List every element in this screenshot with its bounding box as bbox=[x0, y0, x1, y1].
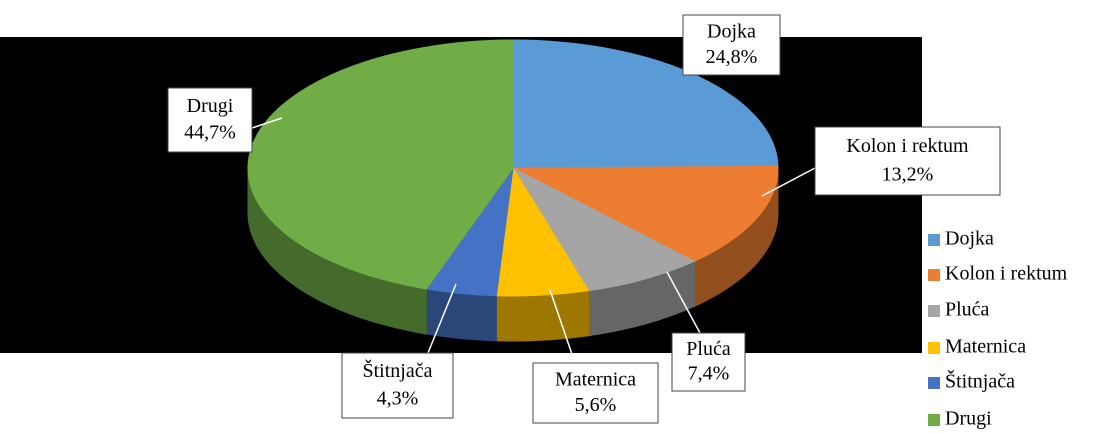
slice-label: Pluća bbox=[686, 338, 731, 360]
label-box bbox=[671, 332, 746, 392]
label-box bbox=[682, 14, 781, 76]
slice-label: Štitnjača bbox=[363, 358, 433, 382]
slice bbox=[511, 166, 696, 292]
legend-label: Dojka bbox=[945, 228, 994, 250]
label-box bbox=[341, 352, 454, 419]
legend-label: Pluća bbox=[945, 299, 990, 321]
slice-label: Kolon i rektum bbox=[846, 135, 969, 157]
leader-line bbox=[427, 283, 457, 354]
slice bbox=[512, 39, 779, 169]
leader-line bbox=[761, 167, 816, 197]
value-label: 44,7% bbox=[184, 122, 236, 144]
legend-swatch bbox=[928, 377, 940, 389]
label-box bbox=[167, 87, 253, 153]
value-label: 13,2% bbox=[882, 164, 934, 186]
legend-swatch bbox=[928, 414, 940, 426]
slice-side bbox=[495, 290, 590, 342]
legend-label: Maternica bbox=[945, 336, 1026, 358]
value-label: 7,4% bbox=[688, 362, 730, 384]
label-box bbox=[532, 362, 659, 424]
leader-line bbox=[549, 289, 576, 364]
slice-label: Dojka bbox=[707, 21, 756, 43]
legend-swatch bbox=[928, 305, 940, 317]
leader-line bbox=[251, 117, 283, 129]
slice-label: Drugi bbox=[187, 95, 234, 117]
legend-label: Drugi bbox=[945, 408, 992, 430]
legend-label: Štitnjača bbox=[945, 369, 1015, 393]
slice bbox=[512, 165, 779, 262]
value-label: 4,3% bbox=[377, 387, 419, 409]
value-label: 5,6% bbox=[575, 394, 617, 416]
slice-label: Maternica bbox=[555, 369, 636, 391]
label-box bbox=[814, 126, 1001, 196]
legend-label: Kolon i rektum bbox=[945, 263, 1068, 285]
value-label: 24,8% bbox=[706, 46, 758, 68]
legend-swatch bbox=[928, 269, 940, 281]
legend-swatch bbox=[928, 342, 940, 354]
leader-line bbox=[666, 271, 701, 334]
legend-swatch bbox=[928, 234, 940, 246]
